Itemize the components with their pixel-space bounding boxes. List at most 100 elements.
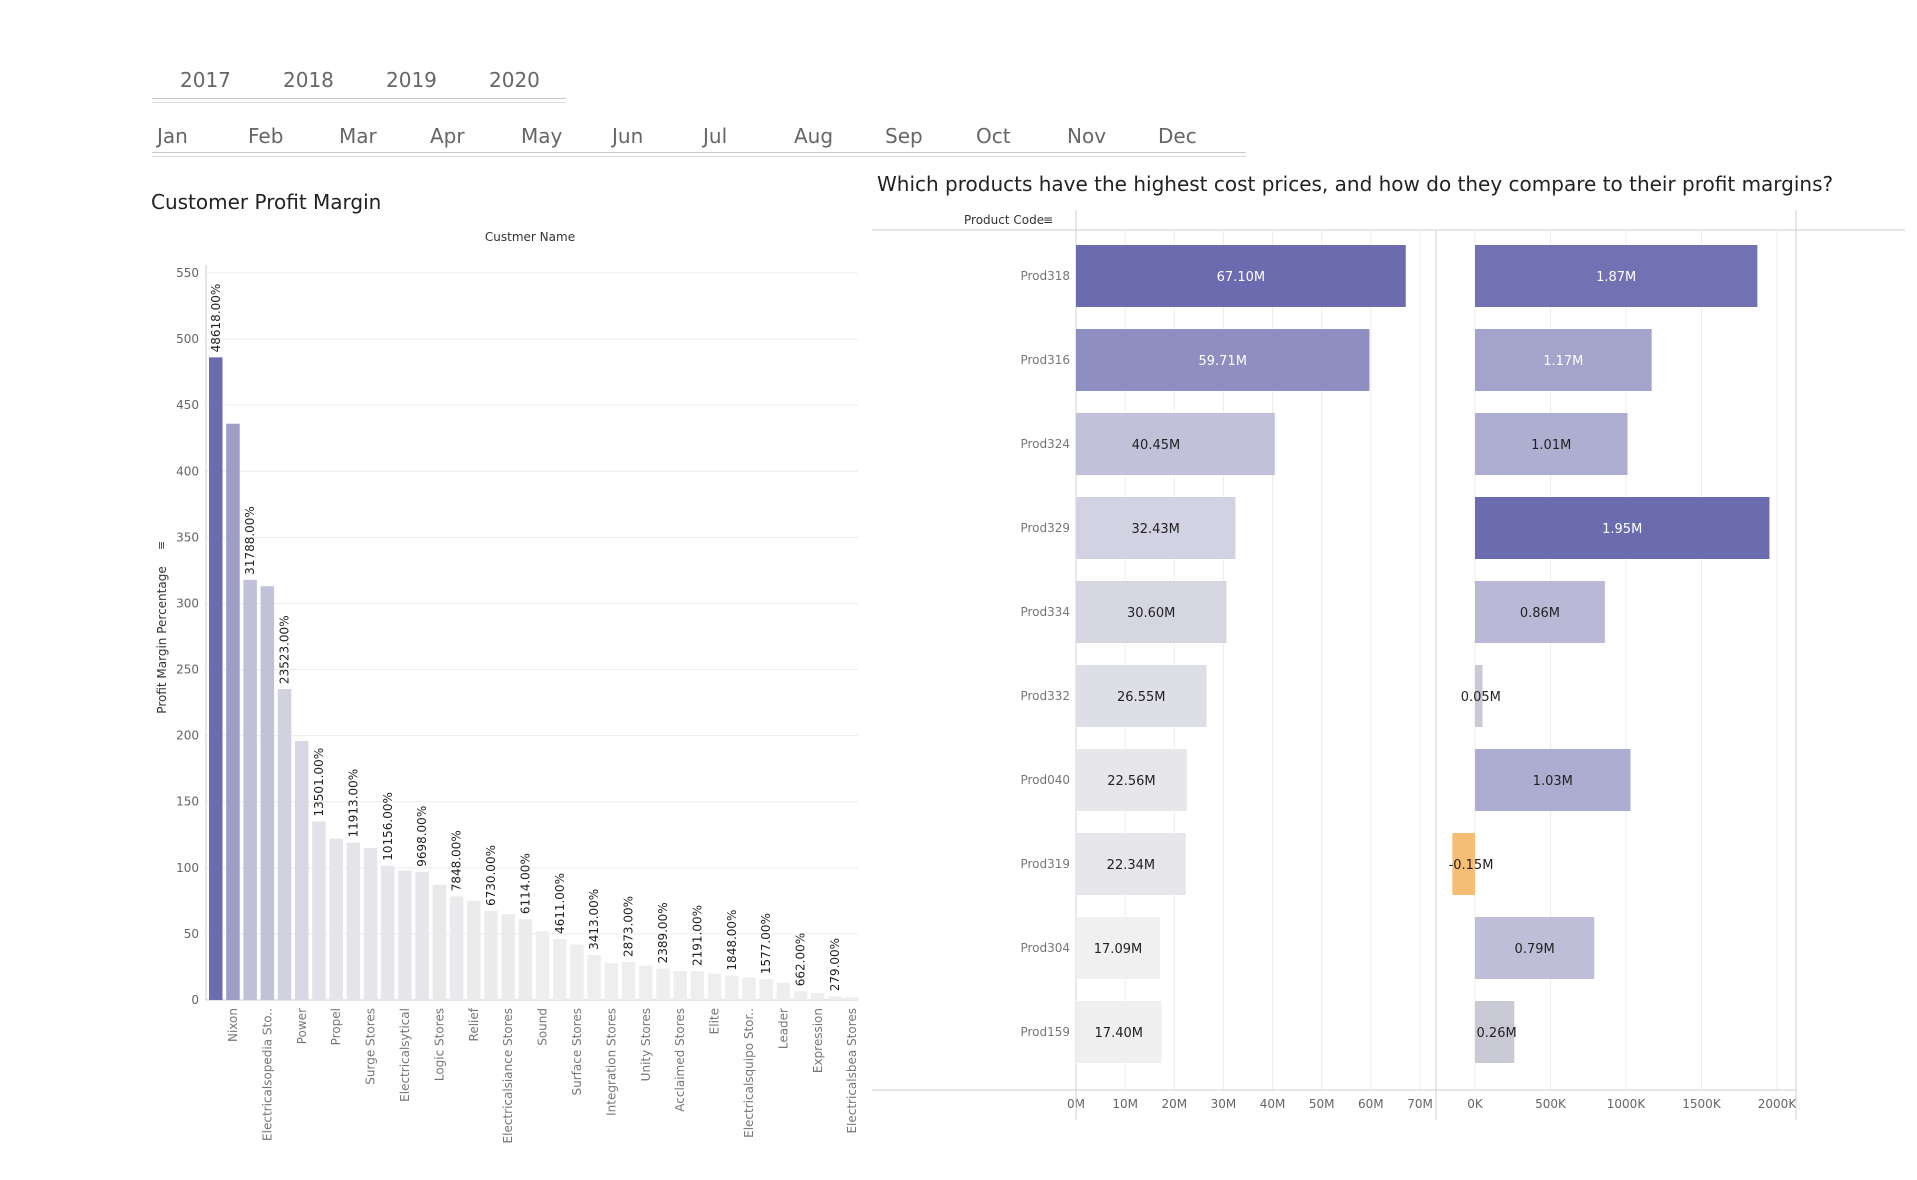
- x-category-label: Electricalsbea Stores: [845, 1008, 859, 1134]
- profit-bar[interactable]: [1475, 581, 1605, 643]
- customer-bar[interactable]: [209, 357, 223, 1001]
- product-label: Prod334: [1020, 605, 1070, 619]
- customer-bar[interactable]: [277, 689, 292, 1000]
- cost-bar[interactable]: [1076, 917, 1160, 979]
- customer-bar[interactable]: [467, 900, 481, 1000]
- profit-bar[interactable]: [1475, 1001, 1515, 1063]
- year-option-2018[interactable]: 2018: [283, 68, 334, 92]
- month-option-may[interactable]: May: [521, 124, 563, 148]
- customer-bar[interactable]: [639, 965, 653, 1000]
- month-option-sep[interactable]: Sep: [885, 124, 923, 148]
- month-option-jun[interactable]: Jun: [612, 124, 644, 148]
- cost-data-label: 22.56M: [1107, 774, 1155, 789]
- sort-icon[interactable]: ≡: [1043, 213, 1053, 227]
- cost-bar[interactable]: [1076, 1001, 1162, 1063]
- customer-bar[interactable]: [295, 740, 309, 1000]
- customer-bar[interactable]: [656, 968, 670, 1000]
- bar-data-label: 13501.00%: [312, 748, 326, 817]
- month-option-aug[interactable]: Aug: [794, 124, 834, 148]
- customer-bar[interactable]: [621, 962, 636, 1000]
- month-option-oct[interactable]: Oct: [976, 124, 1011, 148]
- customer-bar[interactable]: [535, 931, 550, 1000]
- year-option-2017[interactable]: 2017: [180, 68, 231, 92]
- cost-bar[interactable]: [1076, 833, 1186, 895]
- profit-bar[interactable]: [1475, 749, 1631, 811]
- month-option-apr[interactable]: Apr: [430, 124, 465, 148]
- profit-bar[interactable]: [1475, 413, 1628, 475]
- y-axis-label: Profit Margin Percentage: [155, 566, 169, 713]
- product-label: Prod332: [1020, 689, 1070, 703]
- customer-bar[interactable]: [828, 996, 842, 1000]
- customer-bar[interactable]: [690, 971, 705, 1000]
- product-label: Prod318: [1020, 269, 1070, 283]
- customer-bar[interactable]: [260, 586, 275, 1000]
- customer-bar[interactable]: [346, 842, 361, 1000]
- bar-data-label: 6114.00%: [518, 853, 532, 914]
- customer-bar[interactable]: [329, 838, 343, 1000]
- customer-bar[interactable]: [449, 896, 464, 1000]
- month-option-jan[interactable]: Jan: [157, 124, 188, 148]
- customer-bar[interactable]: [312, 821, 326, 1000]
- customer-bar[interactable]: [432, 885, 447, 1000]
- cost-bar[interactable]: [1076, 665, 1207, 727]
- year-filter-rule: [152, 98, 566, 99]
- x-category-label: Expression: [811, 1008, 825, 1073]
- year-option-2020[interactable]: 2020: [489, 68, 540, 92]
- x-category-label: Unity Stores: [639, 1008, 653, 1081]
- customer-bar[interactable]: [759, 979, 773, 1000]
- customer-bar[interactable]: [553, 939, 567, 1000]
- customer-bar[interactable]: [742, 977, 756, 1000]
- cost-bar[interactable]: [1076, 413, 1275, 475]
- profit-bar[interactable]: [1475, 665, 1483, 727]
- customer-bar[interactable]: [398, 870, 412, 1000]
- cost-data-label: 67.10M: [1217, 270, 1265, 285]
- bar-data-label: 2873.00%: [622, 896, 636, 957]
- bar-data-label: 9698.00%: [415, 806, 429, 867]
- x-category-label: Electricalsquipo Stor..: [742, 1008, 756, 1138]
- month-option-jul[interactable]: Jul: [703, 124, 728, 148]
- profit-bar[interactable]: [1475, 245, 1758, 307]
- customer-bar[interactable]: [673, 970, 687, 1000]
- month-option-dec[interactable]: Dec: [1158, 124, 1197, 148]
- customer-bar[interactable]: [793, 991, 808, 1000]
- customer-bar[interactable]: [518, 919, 533, 1000]
- customer-column-header: Custmer Name: [485, 230, 575, 244]
- customer-bar[interactable]: [811, 993, 825, 1000]
- profit-bar[interactable]: [1475, 497, 1770, 559]
- sort-icon[interactable]: ≡: [155, 541, 168, 550]
- profit-tick-label: 500K: [1535, 1097, 1567, 1111]
- month-option-nov[interactable]: Nov: [1067, 124, 1107, 148]
- cost-data-label: 59.71M: [1198, 354, 1246, 369]
- customer-bar[interactable]: [484, 911, 498, 1000]
- cost-bar[interactable]: [1076, 497, 1236, 559]
- customer-bar[interactable]: [725, 975, 739, 1000]
- customer-bar[interactable]: [243, 579, 257, 1000]
- customer-bar[interactable]: [226, 423, 240, 1000]
- customer-bar[interactable]: [587, 954, 601, 1000]
- cost-bar[interactable]: [1076, 749, 1187, 811]
- month-option-mar[interactable]: Mar: [339, 124, 377, 148]
- customer-bar[interactable]: [845, 997, 859, 1000]
- cost-tick-label: 50M: [1309, 1097, 1335, 1111]
- customer-bar[interactable]: [776, 982, 791, 1000]
- profit-bar[interactable]: [1475, 917, 1595, 979]
- year-option-2019[interactable]: 2019: [386, 68, 437, 92]
- customer-bar[interactable]: [381, 865, 395, 1000]
- cost-bar[interactable]: [1076, 245, 1406, 307]
- profit-bar[interactable]: [1475, 329, 1652, 391]
- cost-bar[interactable]: [1076, 329, 1370, 391]
- customer-bar[interactable]: [707, 973, 722, 1000]
- y-tick-label: 50: [184, 927, 199, 941]
- customer-bar[interactable]: [604, 962, 619, 1000]
- customer-bar[interactable]: [363, 847, 378, 1000]
- customer-bar[interactable]: [570, 944, 584, 1000]
- customer-bar[interactable]: [415, 871, 429, 1000]
- bar-data-label: 662.00%: [794, 933, 808, 986]
- bar-data-label: 7848.00%: [450, 830, 464, 891]
- month-option-feb[interactable]: Feb: [248, 124, 284, 148]
- cost-bar[interactable]: [1076, 581, 1227, 643]
- customer-bar[interactable]: [501, 914, 515, 1000]
- product-label: Prod324: [1020, 437, 1070, 451]
- profit-bar[interactable]: [1452, 833, 1475, 895]
- bar-data-label: 23523.00%: [278, 615, 292, 684]
